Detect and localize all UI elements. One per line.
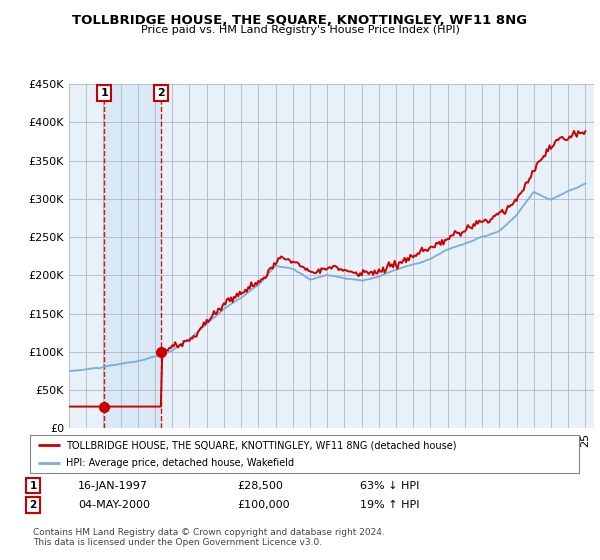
Text: £28,500: £28,500 <box>237 480 283 491</box>
Text: 04-MAY-2000: 04-MAY-2000 <box>78 500 150 510</box>
Text: This data is licensed under the Open Government Licence v3.0.: This data is licensed under the Open Gov… <box>33 538 322 547</box>
Bar <box>104 84 161 428</box>
Text: Price paid vs. HM Land Registry's House Price Index (HPI): Price paid vs. HM Land Registry's House … <box>140 25 460 35</box>
Text: Contains HM Land Registry data © Crown copyright and database right 2024.: Contains HM Land Registry data © Crown c… <box>33 528 385 536</box>
Text: 1: 1 <box>29 480 37 491</box>
Text: 2: 2 <box>29 500 37 510</box>
Text: £100,000: £100,000 <box>237 500 290 510</box>
Text: TOLLBRIDGE HOUSE, THE SQUARE, KNOTTINGLEY, WF11 8NG: TOLLBRIDGE HOUSE, THE SQUARE, KNOTTINGLE… <box>73 14 527 27</box>
Text: 16-JAN-1997: 16-JAN-1997 <box>78 480 148 491</box>
Text: HPI: Average price, detached house, Wakefield: HPI: Average price, detached house, Wake… <box>65 458 294 468</box>
Text: 2: 2 <box>157 88 165 98</box>
Text: 1: 1 <box>100 88 108 98</box>
Text: 19% ↑ HPI: 19% ↑ HPI <box>360 500 419 510</box>
Text: TOLLBRIDGE HOUSE, THE SQUARE, KNOTTINGLEY, WF11 8NG (detached house): TOLLBRIDGE HOUSE, THE SQUARE, KNOTTINGLE… <box>65 440 456 450</box>
Text: 63% ↓ HPI: 63% ↓ HPI <box>360 480 419 491</box>
